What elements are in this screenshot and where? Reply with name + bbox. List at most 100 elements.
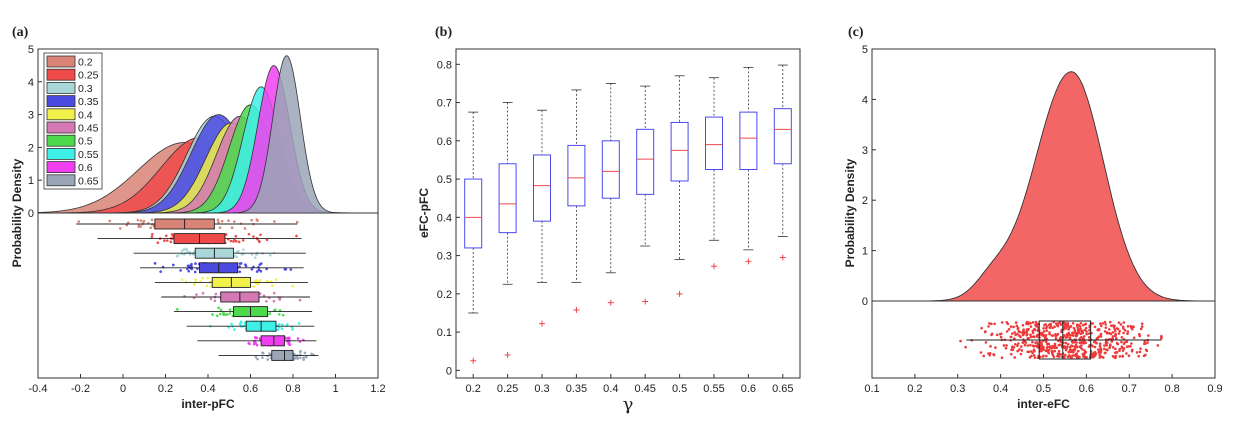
y-tick-label: 0.1 bbox=[437, 327, 452, 339]
plot-frame bbox=[455, 48, 801, 379]
rain-point bbox=[1045, 354, 1048, 358]
rain-point bbox=[1088, 328, 1091, 332]
rain-point bbox=[302, 356, 305, 359]
rain-point bbox=[268, 253, 272, 257]
rain-point bbox=[1053, 349, 1057, 353]
rain-point bbox=[1060, 330, 1063, 334]
rain-point bbox=[214, 292, 218, 296]
rain-point bbox=[235, 250, 239, 254]
rain-point bbox=[1035, 334, 1039, 337]
rain-point bbox=[1066, 342, 1070, 346]
rain-point bbox=[1130, 349, 1134, 353]
x-tick-label: 0.65 bbox=[772, 383, 793, 395]
rain-point bbox=[1005, 330, 1009, 333]
panel-c: (c) inter-eFC Probability Density 0.1 0.2 0.3… bbox=[843, 25, 1223, 411]
rain-point bbox=[1098, 345, 1102, 348]
rain-point bbox=[1032, 348, 1036, 352]
rain-point bbox=[1017, 342, 1020, 345]
rain-point bbox=[227, 219, 230, 222]
rain-point bbox=[233, 220, 236, 223]
rain-point bbox=[1142, 354, 1146, 358]
rain-point bbox=[1071, 321, 1075, 325]
rain-point bbox=[1110, 324, 1113, 327]
rain-point bbox=[1009, 352, 1013, 356]
rain-point bbox=[206, 276, 209, 280]
rain-point bbox=[1049, 322, 1053, 326]
rain-point bbox=[238, 265, 241, 268]
rain-point bbox=[254, 355, 258, 359]
legend-label: 0.55 bbox=[78, 149, 99, 161]
y-axis-label: Probability Density bbox=[843, 158, 857, 267]
rain-point bbox=[239, 262, 243, 265]
rain-point bbox=[165, 239, 169, 242]
rain-point bbox=[1064, 336, 1068, 339]
x-tick-label: -0.4 bbox=[29, 383, 48, 395]
legend-swatch bbox=[46, 68, 76, 81]
y-tick-label: 5 bbox=[862, 44, 868, 56]
rain-point bbox=[1108, 331, 1111, 335]
rain-point bbox=[1078, 325, 1082, 328]
rain-point bbox=[1075, 341, 1078, 344]
rain-point bbox=[1082, 355, 1085, 358]
rain-point bbox=[1120, 336, 1124, 339]
rain-point bbox=[1039, 342, 1043, 345]
rain-point bbox=[1082, 352, 1085, 356]
iqr-box bbox=[498, 163, 517, 234]
rain-point bbox=[228, 308, 232, 311]
rain-point bbox=[1123, 328, 1127, 332]
rain-point bbox=[1054, 332, 1057, 336]
rain-point bbox=[1143, 339, 1147, 343]
rain-point bbox=[304, 355, 308, 359]
rain-point bbox=[1122, 347, 1126, 350]
panel-label: (a) bbox=[12, 25, 29, 40]
rain-point bbox=[303, 351, 307, 355]
rain-point bbox=[169, 240, 173, 244]
rain-point bbox=[1020, 345, 1023, 348]
rain-point bbox=[187, 269, 191, 273]
rain-point bbox=[1111, 346, 1115, 349]
rain-point bbox=[255, 336, 259, 340]
rain-point bbox=[1042, 327, 1045, 330]
rain-point bbox=[180, 278, 184, 282]
rain-point bbox=[1045, 348, 1049, 352]
rain-point bbox=[1057, 352, 1061, 355]
rain-point bbox=[1118, 355, 1122, 358]
rain-point bbox=[1068, 354, 1071, 357]
rain-point bbox=[1081, 331, 1084, 334]
legend-label: 0.6 bbox=[78, 162, 93, 174]
rain-point bbox=[299, 356, 302, 360]
outlier-marker bbox=[607, 299, 614, 306]
rain-point bbox=[310, 352, 313, 356]
x-tick-label: 0.4 bbox=[200, 383, 215, 395]
rain-point bbox=[227, 326, 231, 329]
rain-point bbox=[1093, 325, 1097, 329]
rain-point bbox=[984, 330, 987, 333]
rain-point bbox=[179, 269, 182, 272]
rain-point bbox=[1108, 346, 1111, 350]
rain-point bbox=[222, 313, 225, 316]
rain-point bbox=[1034, 320, 1038, 324]
rain-point bbox=[1097, 328, 1100, 332]
rain-point bbox=[1002, 344, 1006, 347]
rain-point bbox=[1026, 344, 1030, 347]
rain-point bbox=[255, 218, 259, 221]
legend-swatch bbox=[46, 121, 76, 134]
rain-point bbox=[229, 239, 233, 243]
rain-point bbox=[1139, 347, 1142, 350]
x-tick-label: 0.4 bbox=[993, 383, 1008, 395]
rain-point bbox=[220, 219, 224, 223]
y-tick-label: 0.5 bbox=[437, 174, 452, 186]
rain-point bbox=[244, 263, 247, 266]
x-tick-label: 0.2 bbox=[466, 383, 481, 395]
rain-point bbox=[1047, 342, 1051, 346]
panel-label: (c) bbox=[848, 25, 864, 40]
rain-point bbox=[1016, 327, 1020, 331]
rain-point bbox=[1125, 352, 1128, 355]
y-tick-label: 0 bbox=[862, 296, 868, 308]
rain-point bbox=[1076, 327, 1080, 330]
rain-point bbox=[302, 358, 305, 361]
rain-point bbox=[1018, 330, 1022, 334]
rain-point bbox=[1079, 321, 1083, 325]
rain-point bbox=[182, 248, 186, 251]
rain-point bbox=[1058, 321, 1062, 324]
